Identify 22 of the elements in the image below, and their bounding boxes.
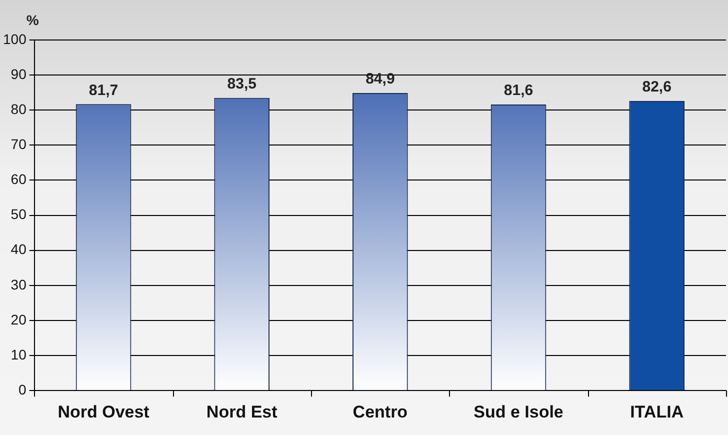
data-label: 82,6: [642, 78, 672, 96]
y-tick-label: 90: [10, 66, 27, 82]
y-tick-label: 10: [10, 346, 27, 362]
x-tick-label: Nord Ovest: [58, 402, 150, 422]
data-label: 81,6: [504, 82, 534, 100]
x-tick-label: Sud e Isole: [474, 402, 564, 422]
y-tick-label: 100: [3, 30, 27, 47]
x-tick-label: Nord Est: [206, 402, 278, 422]
y-tick-label: 60: [10, 171, 27, 188]
y-tick-label: 80: [10, 100, 27, 117]
y-tick-label: 0: [18, 381, 27, 398]
data-label: 83,5: [227, 75, 256, 92]
y-axis-title: %: [26, 12, 40, 28]
y-tick-label: 40: [10, 241, 27, 258]
y-tick-label: 50: [10, 206, 27, 222]
x-tick-label: Centro: [352, 402, 408, 422]
y-tick-label: 70: [10, 136, 27, 152]
x-tick-label: ITALIA: [630, 402, 684, 422]
y-tick-label: 30: [10, 276, 27, 292]
y-tick-label: 20: [10, 311, 27, 328]
data-label: 84,9: [366, 70, 395, 88]
data-label: 81,7: [88, 82, 118, 99]
